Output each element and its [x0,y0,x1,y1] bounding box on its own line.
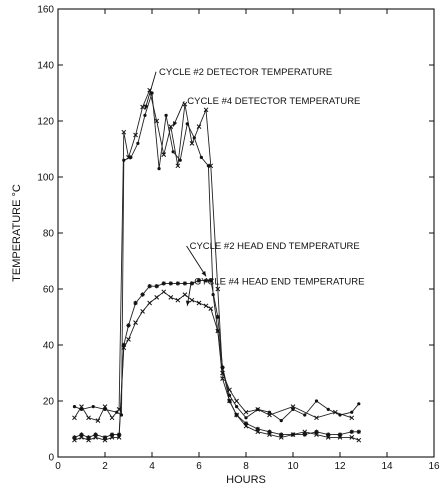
data-point [186,122,189,125]
data-point [162,290,166,294]
data-point [193,136,196,139]
y-tick-label: 120 [37,117,54,128]
y-tick-label: 20 [43,397,55,408]
y-tick-label: 140 [37,61,54,72]
data-point [72,416,76,420]
y-tick-label: 60 [43,285,55,296]
data-point [115,411,118,414]
annotation-label-4: CYCLE #4 HEAD END TEMPERATURE [194,277,364,288]
annotations: CYCLE #2 DETECTOR TEMPERATURE CYCLE #4 DE… [144,67,364,306]
data-point [129,156,132,159]
data-point [122,159,125,162]
x-tick-label: 0 [55,461,61,472]
x-axis-label: HOURS [226,474,266,486]
data-point [179,159,182,162]
data-point [176,281,180,285]
data-point [228,394,231,397]
data-point [176,298,180,302]
series-lines [75,90,359,440]
data-point [140,292,144,296]
annotation-arrow [145,72,156,110]
data-point [103,408,106,411]
x-tick-label: 16 [428,461,440,472]
annotation-label-1: CYCLE #2 DETECTOR TEMPERATURE [159,67,332,78]
x-tick-label: 12 [334,461,346,472]
data-point [148,301,152,305]
data-point [327,408,330,411]
x-tick-label: 2 [102,461,108,472]
data-point [350,411,353,414]
data-point [268,411,271,414]
annotation-arrowhead [186,301,190,306]
data-point [220,365,224,369]
data-point [172,150,175,153]
data-point [350,430,354,434]
data-point [350,416,354,420]
data-point [120,413,123,416]
data-point [141,309,145,313]
data-point [73,405,76,408]
y-tick-label: 160 [37,5,54,16]
data-point [155,284,159,288]
data-point [200,156,203,159]
data-point [165,114,168,117]
data-point [235,399,239,403]
data-point [110,416,114,420]
data-point [126,323,130,327]
data-point [280,419,283,422]
data-point [216,315,220,319]
data-point [190,298,194,302]
y-tick-label: 100 [37,173,54,184]
data-point [357,430,361,434]
data-point [235,405,238,408]
data-point [183,281,187,285]
series-line-1 [75,90,352,420]
data-point [244,416,247,419]
data-point [197,125,201,129]
data-point [197,301,201,305]
data-point [303,413,306,416]
data-point [169,281,173,285]
x-tick-label: 6 [196,461,202,472]
data-point [357,438,361,442]
data-point [136,142,139,145]
annotation-label-2: CYCLE #4 DETECTOR TEMPERATURE [187,96,360,107]
data-point [169,295,173,299]
data-point [315,399,318,402]
data-point [150,91,153,94]
data-point [256,408,259,411]
y-tick-label: 40 [43,341,55,352]
x-tick-label: 4 [149,461,155,472]
data-point [207,164,210,167]
data-point [80,408,83,411]
data-point [143,114,146,117]
y-tick-label: 80 [43,229,55,240]
data-point [162,281,166,285]
data-point [183,293,187,297]
data-point [147,284,151,288]
data-point [204,304,208,308]
data-point [338,413,341,416]
y-tick-label: 0 [48,453,54,464]
x-tick-label: 10 [287,461,299,472]
data-point [357,402,360,405]
y-axis-label: TEMPERATURE °C [11,184,23,282]
data-point [127,337,131,341]
annotation-label-3: CYCLE #2 HEAD END TEMPERATURE [190,241,360,252]
series-line-3 [75,281,359,438]
data-point [92,405,95,408]
x-tick-label: 14 [381,461,393,472]
series-line-2 [75,93,359,421]
data-point [291,408,294,411]
data-point [209,307,213,311]
data-point [133,301,137,305]
x-tick-label: 8 [243,461,249,472]
data-point [212,293,215,296]
data-point [157,167,160,170]
data-point [155,295,159,299]
data-point [134,321,138,325]
